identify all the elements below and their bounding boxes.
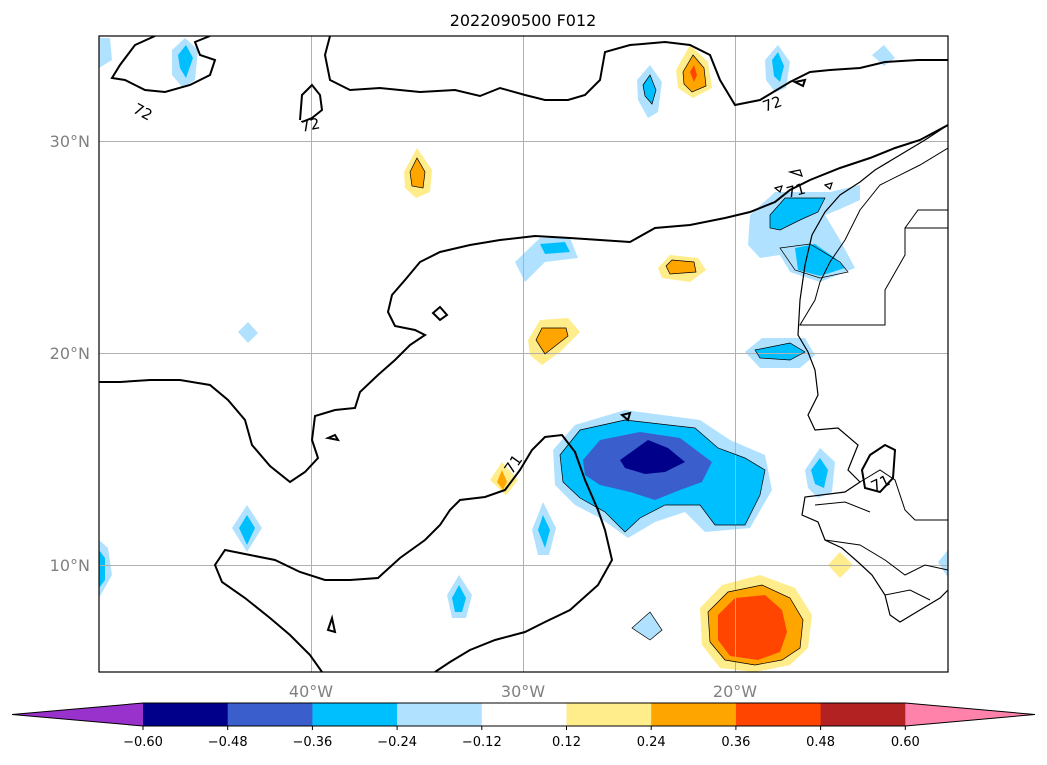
colorbar-segment <box>143 703 229 726</box>
shade-blob <box>536 328 568 354</box>
colorbar-tick-label: −0.48 <box>208 735 248 750</box>
colorbar-segment <box>397 703 483 726</box>
shade-blob <box>497 470 507 490</box>
shade-blob <box>238 322 258 343</box>
shade-blob <box>811 458 828 488</box>
shade-blob <box>178 45 193 78</box>
shade-blob <box>938 550 948 578</box>
colorbar-segment <box>481 703 567 726</box>
colorbar-tick-label: 0.12 <box>552 735 581 750</box>
colorbar-tick-label: 0.36 <box>721 735 750 750</box>
border-line <box>904 209 948 229</box>
contour-label: 72 <box>760 92 784 115</box>
thin-contour <box>631 611 663 641</box>
shade-blob <box>99 550 105 588</box>
colorbar-tick-label: 0.24 <box>637 735 666 750</box>
thin-contour <box>779 243 849 279</box>
shade-blob <box>620 440 685 474</box>
thin-contour <box>754 342 806 361</box>
border-line <box>799 147 948 326</box>
colorbar-tick-label: −0.36 <box>292 735 332 750</box>
contour-line <box>860 443 897 494</box>
colorbar-tick-label: −0.60 <box>123 735 163 750</box>
lat-tick-label: 20°N <box>50 344 90 363</box>
canary-islands <box>773 169 833 194</box>
colorbar-extend-max <box>905 703 1035 726</box>
colorbar-segment <box>820 703 906 726</box>
lon-tick-label: 40°W <box>289 682 333 701</box>
contour-line <box>99 124 948 484</box>
shaded-anomaly-field <box>99 38 948 672</box>
colorbar-tick-label: 0.48 <box>806 735 835 750</box>
contour-line <box>431 305 449 322</box>
lon-tick-label: 20°W <box>713 682 757 701</box>
thin-contour <box>682 54 707 93</box>
colorbar-extend-min <box>12 703 143 726</box>
lon-tick-label: 30°W <box>501 682 545 701</box>
border-line <box>859 469 948 521</box>
shade-blob <box>632 612 662 640</box>
border-line <box>814 501 871 513</box>
thin-contour <box>769 197 826 231</box>
contour-labels: 72 72 72 71 71 71 <box>130 92 893 495</box>
thin-contour <box>409 157 426 189</box>
shade-blob <box>755 343 805 360</box>
shade-blob <box>239 515 255 545</box>
figure-title: 2022090500 F012 <box>450 11 597 30</box>
contour-label: 71 <box>784 180 807 202</box>
thin-contour <box>707 584 804 666</box>
colorbar-segment <box>651 703 737 726</box>
contour-line <box>619 411 632 422</box>
shade-blob <box>666 260 696 274</box>
colorbar-tick-label: −0.24 <box>377 735 417 750</box>
border-line <box>824 539 948 576</box>
border-line <box>884 589 931 601</box>
contour-line <box>299 83 324 123</box>
colorbar: −0.60 −0.48 −0.36 −0.24 −0.12 0.12 0.24 0.36 0.4… <box>11 702 1036 750</box>
coastline <box>773 124 948 623</box>
graticule <box>99 36 948 672</box>
thick-contours <box>99 36 948 672</box>
colorbar-segment <box>735 703 822 726</box>
shade-blob <box>99 38 112 68</box>
thin-contour <box>665 259 697 275</box>
colorbar-segment <box>227 703 313 726</box>
contour-line <box>323 36 948 107</box>
shade-blob <box>452 585 466 612</box>
map-frame <box>98 35 949 673</box>
map-area: 72 72 72 71 71 71 <box>99 36 948 672</box>
country-borders <box>799 147 948 601</box>
thin-contour <box>535 327 569 355</box>
shade-blob <box>540 242 570 254</box>
thin-contour <box>559 419 766 533</box>
contour-line <box>326 614 337 634</box>
contour-line <box>324 433 341 442</box>
colorbar-tick-label: −0.12 <box>462 735 502 750</box>
contour-line <box>791 78 807 88</box>
contour-line <box>110 36 217 94</box>
africa-coast <box>797 124 948 623</box>
shade-blob <box>538 515 550 548</box>
shade-blob <box>690 65 697 82</box>
contour-label: 72 <box>299 114 321 136</box>
thin-contours <box>409 54 849 666</box>
contour-line <box>213 433 614 672</box>
lat-tick-label: 30°N <box>50 132 90 151</box>
shade-blob <box>772 52 784 82</box>
contour-label: 72 <box>130 100 155 125</box>
colorbar-tick-label: 0.60 <box>891 735 920 750</box>
colorbar-segment <box>312 703 398 726</box>
thin-contour <box>642 74 657 105</box>
shade-blob <box>770 198 825 230</box>
colorbar-segment <box>566 703 652 726</box>
lat-tick-label: 10°N <box>50 556 90 575</box>
